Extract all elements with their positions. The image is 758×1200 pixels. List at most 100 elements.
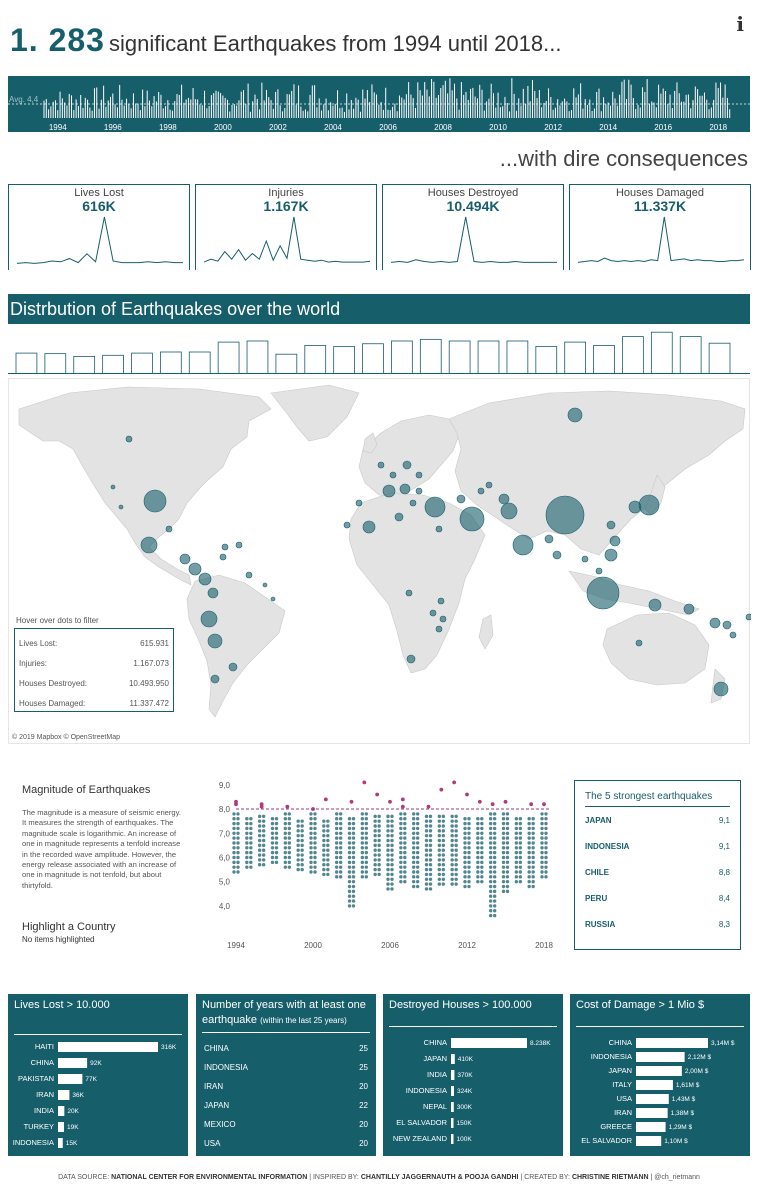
kpi-injuries[interactable]: Injuries 1.167K [195, 184, 377, 270]
magnitude-point[interactable] [531, 879, 535, 884]
magnitude-point[interactable] [283, 841, 288, 845]
magnitude-point[interactable] [467, 855, 471, 860]
earthquake-bubble[interactable] [512, 534, 534, 556]
earthquake-bubble[interactable] [456, 494, 466, 504]
magnitude-point[interactable] [476, 875, 480, 879]
magnitude-point[interactable] [261, 858, 266, 862]
earthquake-bubble[interactable] [219, 553, 227, 561]
magnitude-point[interactable] [467, 875, 471, 879]
magnitude-point[interactable] [488, 865, 493, 869]
magnitude-point[interactable] [544, 860, 548, 865]
magnitude-point[interactable] [399, 865, 403, 869]
magnitude-point[interactable] [334, 860, 339, 865]
magnitude-point[interactable] [424, 853, 429, 857]
magnitude-point[interactable] [313, 841, 317, 845]
magnitude-point[interactable] [428, 843, 433, 848]
magnitude-point[interactable] [399, 821, 403, 826]
magnitude-point[interactable] [386, 838, 390, 843]
magnitude-point[interactable] [437, 843, 442, 848]
magnitude-point[interactable] [261, 824, 266, 828]
magnitude-point[interactable] [283, 821, 288, 826]
magnitude-point[interactable] [403, 879, 407, 884]
magnitude-point[interactable] [463, 831, 467, 835]
magnitude-point[interactable] [527, 850, 531, 855]
magnitude-point[interactable] [236, 831, 240, 835]
magnitude-point[interactable] [544, 875, 548, 879]
magnitude-point[interactable] [257, 838, 262, 843]
magnitude-point[interactable] [492, 865, 497, 869]
earthquake-bubble[interactable] [415, 487, 423, 495]
magnitude-point[interactable] [245, 841, 249, 845]
magnitude-point[interactable] [463, 855, 467, 860]
magnitude-point[interactable] [424, 848, 429, 852]
magnitude-point[interactable] [377, 833, 381, 838]
magnitude-point[interactable] [411, 855, 416, 860]
magnitude-point[interactable] [386, 819, 390, 823]
magnitude-point[interactable] [403, 875, 407, 879]
magnitude-point[interactable] [403, 812, 407, 816]
magnitude-point[interactable] [505, 836, 510, 840]
magnitude-point[interactable] [403, 865, 407, 869]
magnitude-point[interactable] [527, 870, 531, 874]
magnitude-point[interactable] [386, 872, 390, 877]
magnitude-point[interactable] [424, 838, 429, 843]
magnitude-point[interactable] [441, 843, 446, 848]
magnitude-point[interactable] [270, 826, 275, 831]
magnitude-point[interactable] [505, 875, 510, 879]
magnitude-point[interactable] [313, 850, 317, 855]
magnitude-point[interactable] [232, 846, 236, 850]
magnitude-point[interactable] [531, 850, 535, 855]
magnitude-point[interactable] [544, 870, 548, 874]
earthquake-bubble[interactable] [140, 536, 158, 554]
magnitude-point[interactable] [232, 850, 236, 855]
magnitude-point[interactable] [531, 865, 535, 869]
earthquake-bubble[interactable] [110, 484, 116, 490]
earthquake-bubble[interactable] [595, 567, 603, 575]
magnitude-point[interactable] [488, 850, 493, 855]
earthquake-bubble[interactable] [125, 435, 133, 443]
year-bar[interactable] [506, 340, 529, 374]
magnitude-point[interactable] [309, 817, 313, 821]
magnitude-point[interactable] [373, 872, 377, 877]
magnitude-point[interactable] [505, 817, 510, 821]
magnitude-point-strong[interactable] [349, 799, 354, 804]
magnitude-point[interactable] [441, 858, 446, 862]
magnitude-point[interactable] [287, 817, 292, 821]
magnitude-point[interactable] [390, 814, 394, 819]
magnitude-point[interactable] [377, 863, 381, 867]
magnitude-point[interactable] [386, 814, 390, 819]
magnitude-point[interactable] [351, 850, 356, 855]
magnitude-point[interactable] [480, 841, 484, 845]
magnitude-point[interactable] [309, 812, 313, 816]
bar[interactable] [58, 1058, 88, 1068]
earthquake-bubble[interactable] [270, 596, 276, 602]
magnitude-point[interactable] [257, 814, 262, 819]
magnitude-point[interactable] [480, 879, 484, 884]
magnitude-point[interactable] [480, 831, 484, 835]
magnitude-point[interactable] [415, 884, 420, 889]
magnitude-point[interactable] [274, 836, 279, 840]
magnitude-point[interactable] [480, 850, 484, 855]
earthquake-bubble[interactable] [210, 674, 220, 684]
magnitude-point[interactable] [322, 867, 326, 872]
magnitude-point[interactable] [236, 855, 240, 860]
magnitude-point[interactable] [450, 877, 454, 881]
magnitude-point[interactable] [450, 872, 454, 877]
magnitude-point[interactable] [441, 882, 446, 886]
magnitude-point[interactable] [415, 831, 420, 835]
magnitude-point[interactable] [257, 833, 262, 838]
magnitude-point[interactable] [415, 860, 420, 865]
magnitude-point[interactable] [480, 836, 484, 840]
magnitude-point[interactable] [437, 863, 442, 867]
magnitude-point[interactable] [492, 875, 497, 879]
earthquake-bubble[interactable] [405, 589, 413, 597]
magnitude-point[interactable] [527, 865, 531, 869]
magnitude-point[interactable] [531, 821, 535, 826]
earthquake-bubble[interactable] [435, 525, 443, 533]
magnitude-point[interactable] [347, 860, 352, 865]
magnitude-point[interactable] [531, 826, 535, 831]
magnitude-point[interactable] [403, 870, 407, 874]
magnitude-point[interactable] [480, 821, 484, 826]
magnitude-point[interactable] [540, 817, 544, 821]
magnitude-point[interactable] [236, 821, 240, 826]
